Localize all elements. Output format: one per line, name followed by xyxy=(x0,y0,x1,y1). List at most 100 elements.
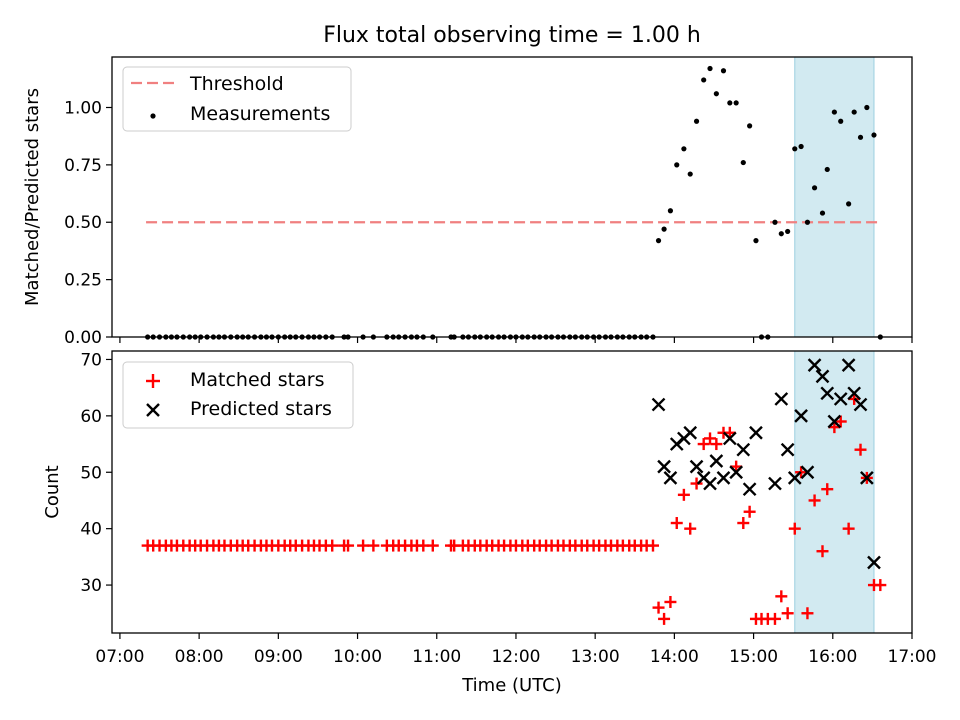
bottom-y-axis: 30 40 50 60 70 xyxy=(80,350,112,596)
x-tick-label: 07:00 xyxy=(95,647,144,667)
matched-star-marker xyxy=(816,545,829,558)
matched-star-marker xyxy=(775,590,788,603)
measurement-point xyxy=(864,104,870,111)
measurement-point xyxy=(655,238,662,244)
bottom-y-tick-label: 30 xyxy=(80,576,102,596)
matched-star-marker xyxy=(426,539,439,552)
matched-star-marker xyxy=(326,539,339,552)
top-y-axis: 0.00 0.25 0.50 0.75 1.00 xyxy=(64,98,112,348)
matched-star-marker xyxy=(664,595,677,608)
legend-matched-label: Matched stars xyxy=(190,369,324,391)
measurement-point xyxy=(674,162,680,168)
measurement-point xyxy=(851,109,857,115)
legend-measurements-label: Measurements xyxy=(190,103,330,125)
x-tick-label: 13:00 xyxy=(571,647,620,667)
predicted-star-marker xyxy=(651,397,666,412)
matched-star-marker xyxy=(697,438,710,451)
top-y-tick-label: 0.25 xyxy=(64,271,102,291)
predicted-star-marker xyxy=(807,358,822,372)
predicted-star-marker xyxy=(736,442,751,457)
measurement-point xyxy=(871,132,877,138)
bottom-plot-panel: 30 40 50 60 70 07:00 08:00 09:00 10:00 11:00 12:0… xyxy=(42,350,937,696)
bottom-y-tick-label: 40 xyxy=(80,520,102,540)
predicted-star-marker xyxy=(742,482,757,497)
matched-star-marker xyxy=(677,488,690,501)
predicted-star-marker xyxy=(689,459,704,474)
measurement-point xyxy=(713,91,719,97)
measurement-point xyxy=(747,123,753,129)
matched-star-marker xyxy=(768,612,781,625)
x-tick-label: 12:00 xyxy=(491,647,540,667)
measurement-point xyxy=(772,219,778,225)
measurement-point xyxy=(733,100,739,106)
top-x-axis-ticks xyxy=(119,337,913,343)
chart-title: Flux total observing time = 1.00 h xyxy=(323,23,701,48)
top-y-tick-label: 0.75 xyxy=(64,156,102,176)
measurement-point xyxy=(687,171,693,177)
x-tick-label: 16:00 xyxy=(808,647,857,667)
measurement-point xyxy=(831,109,837,115)
measurement-point xyxy=(778,231,784,237)
matched-star-marker xyxy=(788,522,801,535)
predicted-star-marker xyxy=(716,471,731,485)
bottom-axes-frame xyxy=(111,350,913,634)
x-tick-label: 14:00 xyxy=(650,647,699,667)
predicted-star-marker xyxy=(853,397,868,412)
measurement-point xyxy=(792,146,798,152)
matched-star-marker xyxy=(342,539,355,552)
matched-star-marker xyxy=(808,494,821,507)
top-axes-frame xyxy=(111,56,913,338)
measurement-point xyxy=(838,118,844,124)
measurement-point xyxy=(753,238,759,244)
top-plot-panel: 0.00 0.25 0.50 0.75 1.00 Matched/Predicted s… xyxy=(22,56,913,348)
top-shaded-region xyxy=(794,56,875,338)
matched-star-marker xyxy=(684,522,697,535)
matched-star-points xyxy=(141,392,887,625)
matched-star-marker xyxy=(670,517,683,530)
predicted-star-marker xyxy=(780,442,795,457)
matched-star-marker xyxy=(842,522,855,535)
matched-star-marker xyxy=(646,539,659,552)
measurement-point xyxy=(819,210,826,216)
top-y-tick-label: 0.50 xyxy=(64,213,102,233)
predicted-star-marker xyxy=(827,414,842,429)
legend-matched-swatch xyxy=(146,374,160,388)
predicted-star-marker xyxy=(841,358,856,372)
predicted-star-marker xyxy=(722,431,737,446)
top-legend: Threshold Measurements xyxy=(122,66,352,132)
matched-star-marker xyxy=(690,477,703,490)
predicted-star-marker xyxy=(847,386,862,401)
legend-threshold-label: Threshold xyxy=(189,73,284,95)
legend-predicted-label: Predicted stars xyxy=(190,398,332,420)
matched-star-marker xyxy=(737,517,750,530)
x-tick-label: 15:00 xyxy=(729,647,778,667)
legend-predicted-swatch xyxy=(146,403,160,417)
predicted-star-marker xyxy=(683,425,698,440)
predicted-star-marker xyxy=(833,392,848,406)
x-tick-label: 10:00 xyxy=(333,647,382,667)
predicted-star-marker xyxy=(774,392,789,406)
predicted-star-marker xyxy=(815,369,830,384)
predicted-star-points xyxy=(651,358,881,570)
matched-star-marker xyxy=(834,415,847,428)
predicted-star-marker xyxy=(860,471,874,485)
bottom-y-tick-label: 50 xyxy=(80,463,102,483)
measurement-point xyxy=(661,226,667,232)
predicted-star-marker xyxy=(800,465,815,480)
x-axis-label: Time (UTC) xyxy=(461,675,562,696)
predicted-star-marker xyxy=(794,409,808,423)
matched-star-marker xyxy=(781,607,794,620)
predicted-star-marker xyxy=(787,471,802,485)
measurement-point xyxy=(740,159,746,166)
measurement-point xyxy=(707,65,713,72)
x-tick-label: 08:00 xyxy=(175,647,224,667)
matched-star-marker xyxy=(367,539,380,552)
top-y-tick-label: 0.00 xyxy=(64,328,102,348)
matched-star-marker xyxy=(652,601,665,614)
measurement-point xyxy=(804,219,811,225)
measurement-point xyxy=(824,166,830,173)
matched-star-marker xyxy=(743,505,756,518)
x-tick-label: 11:00 xyxy=(412,647,461,667)
bottom-y-tick-label: 70 xyxy=(80,350,102,370)
bottom-x-axis: 07:00 08:00 09:00 10:00 11:00 12:00 13:00 14:00… xyxy=(95,633,937,667)
